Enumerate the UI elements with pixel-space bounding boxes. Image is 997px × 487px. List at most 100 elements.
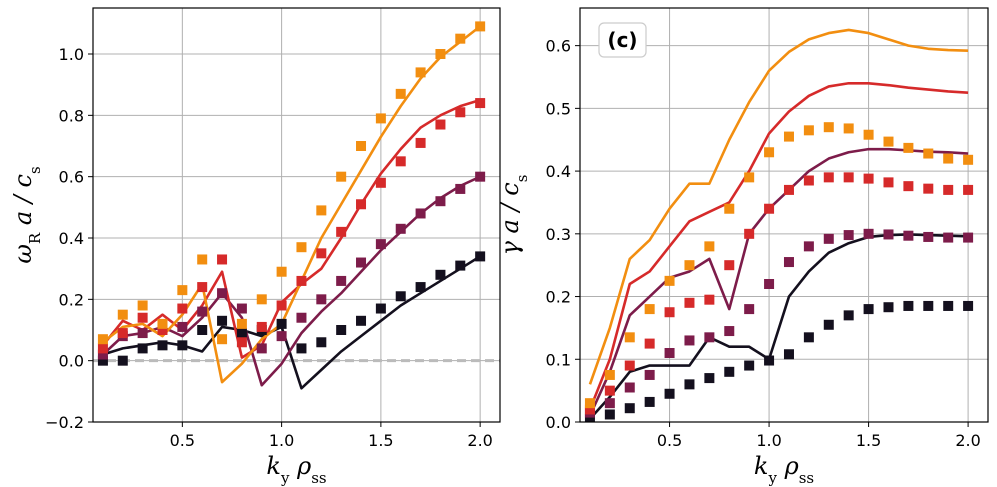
y-tick-label: 0.2 — [59, 290, 84, 309]
series-2-marker — [316, 294, 327, 305]
series-0-marker — [276, 266, 287, 277]
series-3-marker — [704, 373, 715, 384]
y-tick-label: 0.5 — [546, 99, 571, 118]
series-3-marker — [137, 343, 148, 354]
series-2-marker — [644, 369, 655, 380]
series-1-marker — [356, 199, 367, 210]
series-1-marker — [177, 303, 188, 314]
series-0-marker — [883, 136, 894, 147]
series-1-marker — [704, 294, 715, 305]
series-0-marker — [415, 67, 426, 78]
series-1-marker — [883, 177, 894, 188]
series-3-marker — [783, 349, 794, 360]
series-3-marker — [883, 302, 894, 313]
series-2-marker — [356, 257, 367, 268]
axes-frame — [579, 7, 989, 423]
series-2-marker — [375, 239, 386, 250]
series-1-marker — [744, 228, 755, 239]
series-0-marker — [783, 131, 794, 142]
series-1-marker — [783, 184, 794, 195]
series-3-marker — [903, 300, 914, 311]
series-3-marker — [356, 315, 367, 326]
series-0-marker — [863, 129, 874, 140]
x-axis-label: ky ρss — [754, 452, 814, 487]
series-line-1 — [101, 98, 481, 359]
series-2-marker — [177, 321, 188, 332]
series-2-marker — [336, 275, 347, 286]
series-1-marker — [823, 172, 834, 183]
series-1-marker — [803, 175, 814, 186]
series-1-marker — [943, 184, 954, 195]
series-3-marker — [276, 318, 287, 329]
x-tick-label: 2.0 — [955, 431, 980, 450]
y-tick-label: 0.3 — [546, 225, 571, 244]
series-1-marker — [256, 321, 267, 332]
series-0-marker — [684, 260, 695, 271]
series-3-marker — [604, 409, 615, 420]
series-2-marker — [624, 382, 635, 393]
x-axis-label: ky ρss — [266, 452, 326, 487]
series-0-marker — [395, 88, 406, 99]
series-3-marker — [177, 340, 188, 351]
series-0-marker — [604, 369, 615, 380]
series-2-marker — [664, 348, 675, 358]
series-3-marker — [664, 388, 675, 399]
series-0-marker — [823, 122, 834, 133]
series-2-marker — [276, 331, 287, 342]
series-0-marker — [803, 125, 814, 136]
series-1-marker — [435, 119, 446, 130]
axes-frame — [92, 7, 501, 423]
series-line-1 — [588, 81, 969, 410]
y-tick-label: 0.0 — [59, 352, 84, 371]
series-3-marker — [963, 300, 974, 311]
panel-label: (c) — [607, 28, 637, 52]
series-0-marker — [624, 332, 635, 343]
series-0-marker — [664, 275, 675, 286]
series-3-marker — [117, 355, 128, 366]
series-2-marker — [236, 303, 247, 314]
series-1-marker — [137, 312, 148, 323]
series-3-marker — [764, 355, 775, 366]
series-3-marker — [823, 319, 834, 330]
series-2-marker — [724, 326, 735, 337]
y-tick-label: 0.6 — [546, 37, 571, 56]
y-tick-label: 0.2 — [546, 288, 571, 307]
series-1-marker — [197, 282, 208, 293]
series-3-marker — [217, 315, 228, 326]
series-2-marker — [764, 279, 775, 289]
series-3-marker — [843, 310, 854, 321]
series-0-marker — [296, 242, 307, 253]
series-0-marker — [744, 172, 755, 183]
series-1-marker — [843, 172, 854, 183]
series-1-marker — [336, 226, 347, 237]
series-1-marker — [296, 275, 307, 286]
series-0-marker — [475, 21, 486, 32]
x-tick-label: 1.0 — [269, 431, 294, 450]
y-tick-label: 0.0 — [546, 413, 571, 432]
series-1-marker — [415, 137, 426, 148]
series-2-marker — [137, 328, 148, 339]
series-0-marker — [903, 142, 914, 153]
series-3-marker — [197, 325, 208, 335]
series-3-marker — [157, 340, 168, 351]
series-1-marker — [664, 307, 675, 318]
series-3-marker — [395, 291, 406, 302]
series-2-marker — [256, 343, 267, 354]
series-1-marker — [604, 385, 615, 396]
series-0-marker — [157, 318, 168, 329]
gamma-panel: 0.5 1.0 1.5 2.0 0.0 0.1 0.2 0.3 0.4 0.5 0.6 ky ρss γ… — [496, 7, 989, 487]
series-1-marker — [455, 107, 466, 118]
x-tick-label: 1.0 — [756, 431, 781, 450]
series-1-marker — [963, 184, 974, 195]
series-2-marker — [863, 228, 874, 239]
series-1-marker — [624, 360, 635, 371]
series-1-marker — [157, 325, 168, 335]
series-0-marker — [843, 123, 854, 134]
series-2-marker — [943, 232, 954, 243]
series-0-marker — [236, 318, 247, 329]
series-3-marker — [415, 282, 426, 293]
series-3-marker — [455, 260, 466, 271]
x-tick-label: 2.0 — [467, 431, 492, 450]
x-tick-label: 0.5 — [657, 431, 682, 450]
series-1-marker — [375, 177, 386, 188]
